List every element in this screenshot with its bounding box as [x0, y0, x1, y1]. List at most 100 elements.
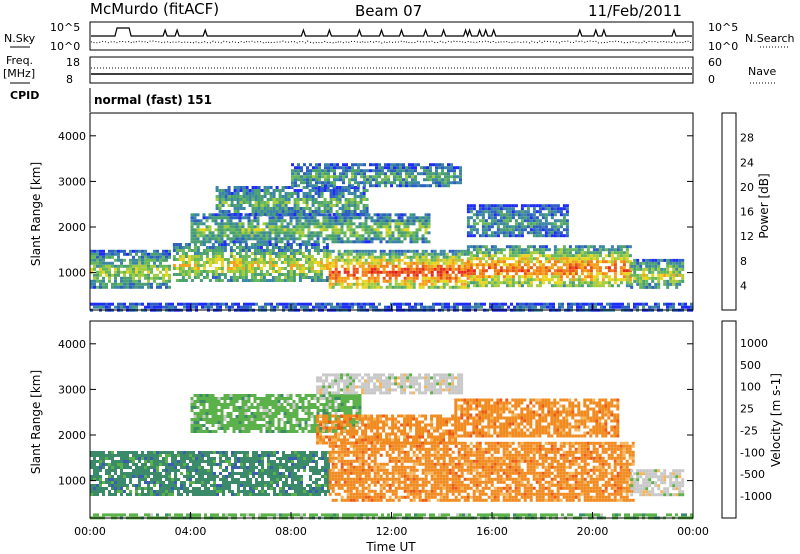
heatmap-cell	[445, 252, 449, 256]
heatmap-cell	[469, 278, 473, 282]
heatmap-cell	[322, 267, 326, 270]
heatmap-cell	[220, 237, 224, 241]
heatmap-cell	[390, 166, 393, 170]
heatmap-cell	[660, 267, 664, 271]
heatmap-cell	[315, 184, 318, 188]
heatmap-cell	[102, 276, 105, 280]
heatmap-cell	[304, 273, 308, 276]
heatmap-cell	[355, 255, 359, 259]
heatmap-cell	[598, 269, 602, 273]
heatmap-cell	[601, 248, 605, 252]
heatmap-cell	[429, 166, 432, 170]
heatmap-cell	[400, 258, 404, 262]
heatmap-cell	[290, 192, 294, 195]
heatmap-cell	[280, 267, 284, 270]
heatmap-cell	[387, 181, 390, 185]
heatmap-cell	[297, 302, 300, 306]
heatmap-cell	[105, 261, 108, 265]
heatmap-cell	[117, 484, 120, 487]
heatmap-cell	[159, 463, 162, 466]
heatmap-cell	[340, 258, 344, 262]
heatmap-cell	[594, 302, 597, 306]
heatmap-cell	[562, 260, 566, 264]
heatmap-cell	[99, 478, 102, 481]
heatmap-cell	[520, 231, 524, 235]
heatmap-cell	[502, 231, 506, 235]
heatmap-cell	[415, 240, 419, 244]
heatmap-cell	[444, 181, 447, 185]
heatmap-cell	[333, 169, 336, 173]
heatmap-cell	[254, 210, 258, 213]
heatmap-cell	[340, 216, 344, 220]
heatmap-cell	[595, 272, 599, 276]
heatmap-cell	[645, 282, 649, 286]
heatmap-cell	[262, 264, 266, 267]
heatmap-cell	[622, 263, 626, 267]
heatmap-cell	[519, 513, 522, 517]
heatmap-cell	[625, 260, 629, 264]
heatmap-cell	[274, 240, 278, 244]
heatmap-cell	[153, 481, 156, 484]
heatmap-cell	[105, 252, 108, 256]
heatmap-cell	[117, 451, 120, 454]
heatmap-cell	[465, 513, 468, 517]
heatmap-cell	[675, 282, 679, 286]
heatmap-cell	[156, 276, 159, 280]
heatmap-cell	[306, 178, 309, 182]
heatmap-cell	[232, 261, 236, 264]
heatmap-cell	[373, 249, 377, 253]
heatmap-cell	[183, 305, 186, 309]
heatmap-cell	[421, 270, 425, 274]
heatmap-cell	[562, 251, 566, 255]
heatmap-cell	[400, 270, 404, 274]
heatmap-cell	[372, 302, 375, 306]
heatmap-cell	[326, 201, 330, 204]
heatmap-cell	[196, 213, 200, 217]
heatmap-cell	[406, 270, 410, 274]
heatmap-cell	[280, 225, 284, 229]
heatmap-cell	[165, 279, 168, 283]
heatmap-cell	[334, 264, 338, 268]
heatmap-cell	[316, 252, 320, 255]
heatmap-cell	[111, 261, 114, 265]
heatmap-cell	[541, 245, 545, 249]
heatmap-cell	[544, 222, 548, 226]
heatmap-cell	[427, 240, 431, 244]
heatmap-cell	[275, 204, 279, 207]
heatmap-cell	[307, 255, 311, 258]
heatmap-cell	[412, 285, 416, 289]
heatmap-cell	[198, 490, 201, 493]
heatmap-cell	[291, 305, 294, 309]
heatmap-cell	[394, 273, 398, 277]
heatmap-cell	[126, 475, 129, 478]
heatmap-cell	[135, 454, 138, 457]
heatmap-cell	[654, 264, 658, 268]
heatmap-cell	[453, 302, 456, 306]
heatmap-cell	[238, 258, 242, 261]
heatmap-cell	[135, 457, 138, 460]
heatmap-cell	[541, 228, 545, 232]
heatmap-cell	[642, 279, 646, 283]
heatmap-cell	[445, 261, 449, 265]
heatmap-cell	[394, 222, 398, 226]
heatmap-cell	[592, 278, 596, 282]
heatmap-cell	[253, 249, 257, 252]
heatmap-cell	[141, 249, 144, 253]
heatmap-cell	[393, 175, 396, 179]
heatmap-cell	[490, 284, 494, 288]
heatmap-cell	[280, 240, 284, 244]
heatmap-cell	[432, 175, 435, 179]
heatmap-cell	[171, 493, 174, 496]
heatmap-cell	[162, 493, 165, 496]
heatmap-cell	[102, 302, 105, 306]
heatmap-cell	[415, 270, 419, 274]
heatmap-cell	[669, 302, 672, 306]
heatmap-cell	[415, 261, 419, 265]
heatmap-cell	[196, 225, 200, 229]
heatmap-cell	[230, 198, 234, 201]
heatmap-cell	[457, 264, 461, 268]
heatmap-cell	[411, 178, 414, 182]
heatmap-cell	[460, 264, 464, 268]
heatmap-cell	[123, 475, 126, 478]
heatmap-cell	[243, 305, 246, 309]
